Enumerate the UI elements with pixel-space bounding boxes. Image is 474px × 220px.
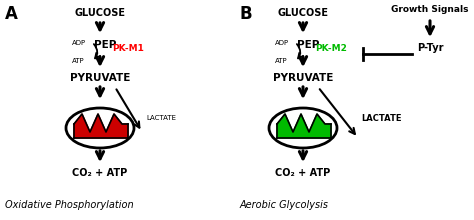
Text: CO₂ + ATP: CO₂ + ATP	[73, 168, 128, 178]
Text: ADP: ADP	[72, 40, 86, 46]
Text: PEP: PEP	[94, 40, 116, 50]
Text: ATP: ATP	[72, 58, 85, 64]
Text: LACTATE: LACTATE	[361, 114, 401, 123]
Text: PK-M1: PK-M1	[112, 44, 144, 53]
Text: GLUCOSE: GLUCOSE	[277, 8, 328, 18]
Text: B: B	[240, 5, 253, 23]
Text: Oxidative Phosphorylation: Oxidative Phosphorylation	[5, 200, 134, 210]
Text: GLUCOSE: GLUCOSE	[74, 8, 126, 18]
Text: PYRUVATE: PYRUVATE	[273, 73, 333, 83]
Ellipse shape	[66, 108, 134, 148]
Ellipse shape	[269, 108, 337, 148]
Text: Aerobic Glycolysis: Aerobic Glycolysis	[240, 200, 329, 210]
Text: PEP: PEP	[297, 40, 319, 50]
Polygon shape	[74, 114, 128, 138]
Text: ADP: ADP	[275, 40, 289, 46]
Text: CO₂ + ATP: CO₂ + ATP	[275, 168, 331, 178]
Polygon shape	[277, 114, 331, 138]
Text: ATP: ATP	[275, 58, 288, 64]
Text: PK-M2: PK-M2	[315, 44, 347, 53]
Text: P-Tyr: P-Tyr	[417, 43, 443, 53]
Text: A: A	[5, 5, 18, 23]
Text: PYRUVATE: PYRUVATE	[70, 73, 130, 83]
Text: LACTATE: LACTATE	[146, 115, 176, 121]
Text: Growth Signals: Growth Signals	[391, 5, 469, 14]
